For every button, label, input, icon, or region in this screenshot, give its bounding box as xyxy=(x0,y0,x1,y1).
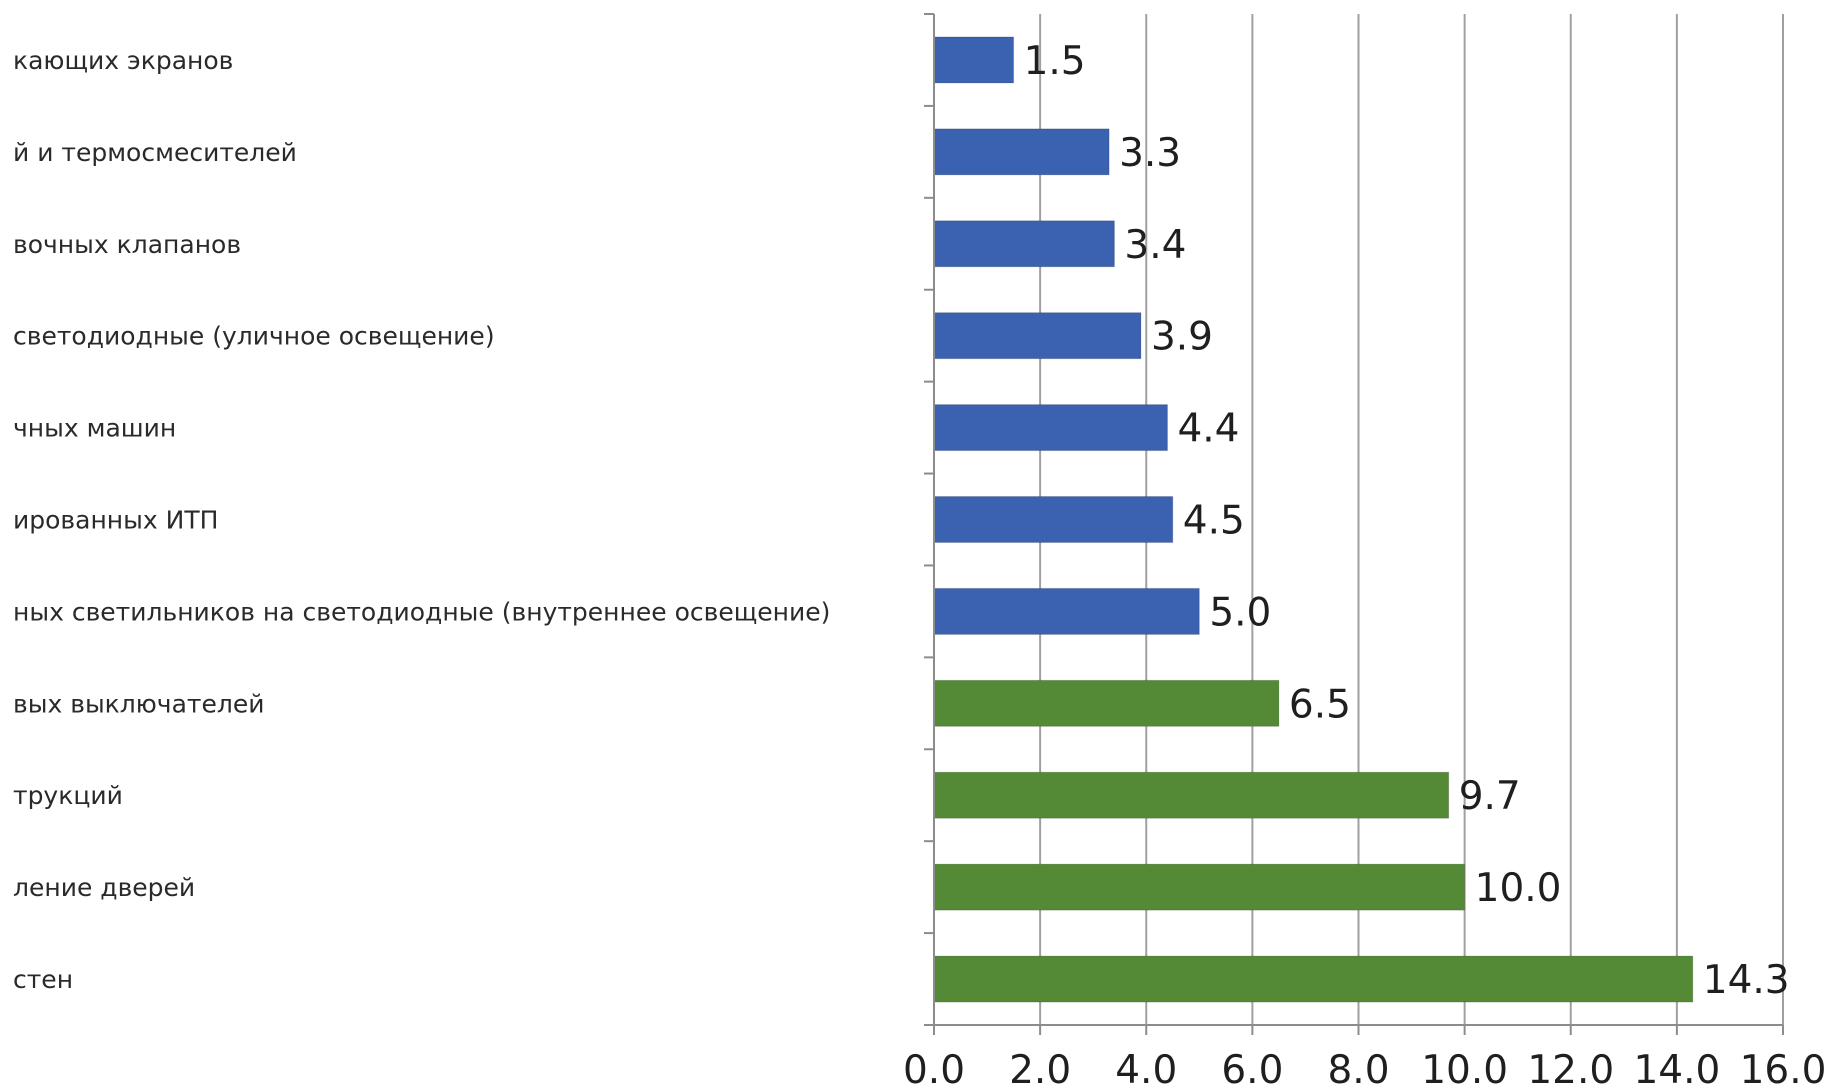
axes xyxy=(924,13,1784,1035)
x-tick-label: 14.0 xyxy=(1633,1048,1720,1089)
data-label: 5.0 xyxy=(1209,590,1271,635)
category-label: ление дверей xyxy=(13,873,195,902)
data-label: 14.3 xyxy=(1703,958,1790,1003)
bar xyxy=(933,496,1174,543)
data-label: 1.5 xyxy=(1024,39,1086,84)
data-label: 10.0 xyxy=(1475,866,1562,911)
data-label: 4.5 xyxy=(1183,499,1245,544)
category-label: й и термосмесителей xyxy=(13,138,297,167)
bar xyxy=(933,771,1450,819)
bar xyxy=(933,863,1466,911)
x-tick-label: 16.0 xyxy=(1740,1048,1827,1089)
bar xyxy=(933,955,1694,1003)
category-label: светодиодные (уличное освещение) xyxy=(13,322,495,351)
category-label: вых выключателей xyxy=(13,689,264,718)
gridlines xyxy=(1039,14,1784,1025)
category-label: вочных клапанов xyxy=(13,230,241,259)
x-tick-label: 10.0 xyxy=(1421,1048,1508,1089)
category-label: ированных ИТП xyxy=(13,506,218,535)
bar xyxy=(933,220,1115,268)
bar xyxy=(933,587,1200,635)
bar xyxy=(933,128,1110,176)
x-tick-label: 2.0 xyxy=(1009,1048,1071,1089)
data-label: 9.7 xyxy=(1459,774,1521,819)
bar xyxy=(933,404,1168,452)
bar xyxy=(933,36,1015,84)
bar xyxy=(933,312,1142,360)
data-label: 6.5 xyxy=(1289,682,1351,727)
x-tick-label: 4.0 xyxy=(1115,1048,1177,1089)
data-labels: 1.5 3.3 3.4 3.9 4.4 4.5 5.0 6.5 9.7 10.0 14.3 xyxy=(1024,39,1790,1003)
data-label: 3.9 xyxy=(1151,315,1213,360)
category-label: стен xyxy=(13,965,73,994)
x-tick-label: 8.0 xyxy=(1327,1048,1389,1089)
category-label: кающих экранов xyxy=(13,46,233,75)
category-label: трукций xyxy=(13,781,123,810)
data-label: 4.4 xyxy=(1177,407,1239,452)
category-labels: кающих экранов й и термосмесителей вочных … xyxy=(13,46,830,994)
bar xyxy=(933,679,1280,727)
x-tick-label: 0.0 xyxy=(903,1048,965,1089)
category-label: чных машин xyxy=(13,414,176,443)
x-tick-labels: 0.0 2.0 4.0 6.0 8.0 10.0 12.0 14.0 16.0 xyxy=(903,1048,1826,1089)
data-label: 3.4 xyxy=(1124,223,1186,268)
x-tick-label: 12.0 xyxy=(1527,1048,1614,1089)
bars xyxy=(933,36,1694,1003)
category-label: ных светильников на светодиодные (внутре… xyxy=(13,597,830,626)
data-label: 3.3 xyxy=(1119,131,1181,176)
x-tick-label: 6.0 xyxy=(1221,1048,1283,1089)
